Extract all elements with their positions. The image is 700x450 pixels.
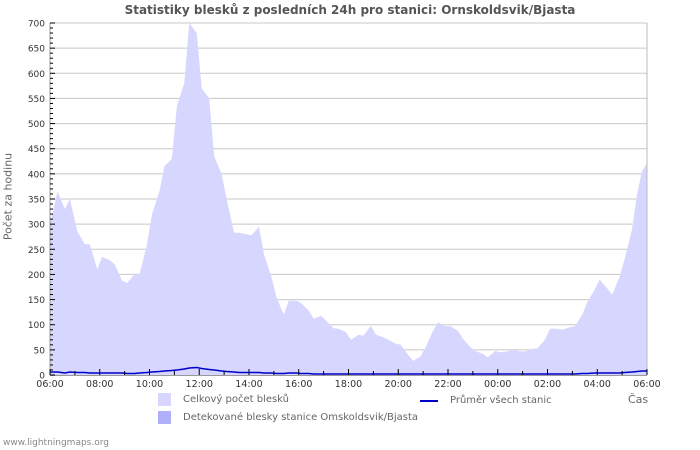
svg-text:150: 150	[28, 296, 45, 306]
source-link[interactable]: www.lightningmaps.org	[3, 438, 109, 448]
legend-swatch-detected-icon	[158, 411, 171, 424]
x-axis-label: Čas	[628, 393, 649, 406]
svg-text:12:00: 12:00	[186, 379, 213, 390]
svg-text:0: 0	[39, 372, 45, 382]
x-tick-labels: 06:00 08:00 10:00 12:00 14:00 16:00 18:00 20:00…	[36, 379, 660, 390]
legend-line-average-icon	[420, 399, 438, 402]
y-tick-labels: 0 50 100 150 200 250 300 350 400 450 500 550 600 650 7…	[28, 20, 45, 382]
svg-text:04:00: 04:00	[584, 379, 611, 390]
svg-text:50: 50	[34, 346, 46, 356]
total-lightning-area	[50, 23, 647, 375]
svg-text:200: 200	[28, 271, 45, 281]
svg-text:700: 700	[28, 20, 45, 30]
svg-text:00:00: 00:00	[484, 379, 511, 390]
legend-item-detected: Detekované blesky stanice Omskoldsvik/Bj…	[158, 411, 418, 424]
svg-text:400: 400	[28, 170, 45, 180]
svg-text:10:00: 10:00	[136, 379, 163, 390]
svg-text:22:00: 22:00	[434, 379, 461, 390]
svg-text:08:00: 08:00	[86, 379, 113, 390]
svg-text:350: 350	[28, 196, 45, 206]
svg-text:650: 650	[28, 45, 45, 55]
svg-text:550: 550	[28, 95, 45, 105]
legend-label-detected: Detekované blesky stanice Omskoldsvik/Bj…	[183, 412, 419, 423]
legend-swatch-total-icon	[158, 393, 171, 406]
svg-text:14:00: 14:00	[235, 379, 262, 390]
legend-item-total: Celkový počet blesků	[158, 393, 289, 406]
legend-label-average: Průměr všech stanic	[450, 395, 552, 406]
legend-item-average: Průměr všech stanic	[420, 395, 552, 406]
chart-title: Statistiky blesků z posledních 24h pro s…	[124, 3, 576, 17]
svg-text:600: 600	[28, 70, 45, 80]
svg-text:18:00: 18:00	[335, 379, 362, 390]
grid-lines	[50, 22, 647, 351]
svg-text:16:00: 16:00	[285, 379, 312, 390]
svg-text:250: 250	[28, 246, 45, 256]
axes	[49, 22, 648, 376]
average-stations-line	[50, 366, 647, 375]
svg-text:06:00: 06:00	[36, 379, 63, 390]
legend-label-total: Celkový počet blesků	[183, 394, 290, 405]
svg-text:100: 100	[28, 321, 45, 331]
svg-text:06:00: 06:00	[633, 379, 660, 390]
svg-text:500: 500	[28, 120, 45, 130]
svg-text:20:00: 20:00	[385, 379, 412, 390]
svg-text:300: 300	[28, 221, 45, 231]
svg-text:450: 450	[28, 145, 45, 155]
svg-text:02:00: 02:00	[534, 379, 561, 390]
